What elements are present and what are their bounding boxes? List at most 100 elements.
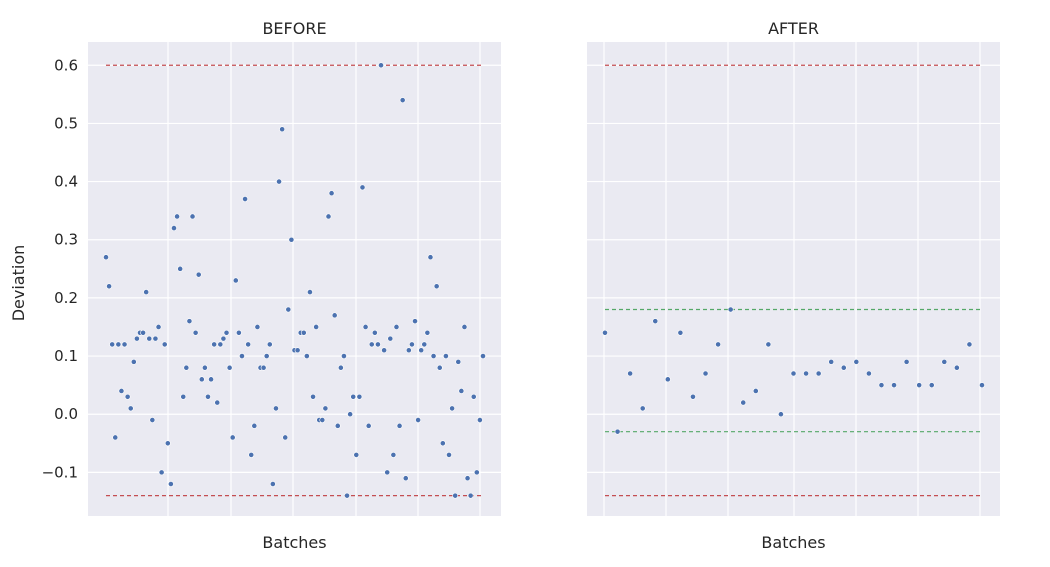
grid-after [587,42,1000,516]
data-point [427,254,434,261]
data-point [167,481,174,487]
data-point [415,417,422,423]
data-point [300,329,307,336]
data-point [276,178,282,185]
y-tick-label: 0.1 [54,347,78,365]
data-point [239,353,245,359]
data-point [254,324,261,330]
data-point [251,422,258,429]
data-point [467,492,474,499]
data-point [396,422,403,429]
data-point [195,271,202,278]
data-point [279,126,286,133]
data-point [220,335,227,342]
data-point [134,335,140,342]
data-point [430,353,437,359]
data-point [263,353,270,359]
data-point [941,358,948,365]
data-point [387,335,394,342]
data-point [740,399,747,406]
data-point [803,370,809,377]
data-point [186,318,193,325]
data-point [208,376,214,383]
data-point [248,452,255,458]
data-point [130,358,137,365]
data-point [378,62,384,69]
data-point [840,364,847,371]
data-point [171,225,177,232]
data-point [328,190,335,197]
data-point [455,358,462,365]
data-point [344,492,350,499]
data-point [953,364,960,371]
data-point [439,440,446,447]
data-point [393,324,400,330]
data-point [458,388,465,394]
data-point [260,364,267,371]
data-point [177,265,184,272]
data-point [891,382,897,389]
y-tick-label: 0.0 [54,405,78,423]
data-point [702,370,709,377]
data-point [242,196,248,202]
data-point [217,341,224,348]
data-point [765,341,772,348]
panel-after: AFTER Batches [587,19,1000,552]
data-point [477,417,483,423]
data-point [446,452,452,458]
data-point [183,364,190,371]
panel-before: 0.6 0.5 0.4 0.3 0.2 0.1 0.0 −0.1 BEFORE Batches… [9,19,501,552]
data-point [639,405,646,412]
y-tick-label: 0.6 [54,56,78,74]
data-point [399,97,406,104]
data-point [313,324,320,330]
y-tick-label: 0.3 [54,231,78,249]
data-point [790,370,797,377]
data-point [375,341,381,348]
data-point [143,289,150,295]
data-point [109,341,116,348]
data-point [180,393,187,400]
data-point [164,440,171,447]
title-before: BEFORE [262,19,326,38]
data-point [390,452,397,458]
data-point [727,306,734,313]
data-point [161,341,168,348]
data-point [152,335,159,342]
data-point [273,405,279,412]
data-point [121,341,128,348]
data-point [828,358,835,365]
data-point [192,329,199,336]
data-point [201,364,208,371]
data-point [412,318,418,325]
data-point [752,388,759,394]
data-point [158,469,165,476]
data-point [928,382,935,389]
y-tick-label: 0.2 [54,289,78,307]
data-point [266,341,273,348]
data-point [356,393,363,400]
data-point [226,364,233,371]
data-point [421,341,428,348]
data-point [245,341,252,348]
data-point [652,318,659,325]
grid-before [88,42,501,516]
data-point [966,341,973,348]
data-point [452,492,459,499]
data-point [331,312,338,319]
data-point [368,341,375,348]
data-point [405,347,412,354]
data-point [384,469,391,476]
data-point [334,422,341,429]
data-point [916,382,923,389]
data-point [480,353,486,359]
data-point [664,376,671,383]
data-point [362,324,369,330]
data-point [878,382,885,389]
data-point [381,347,388,354]
data-point [288,236,295,243]
data-point [282,434,289,441]
data-point [602,329,608,336]
data-point [903,358,910,365]
